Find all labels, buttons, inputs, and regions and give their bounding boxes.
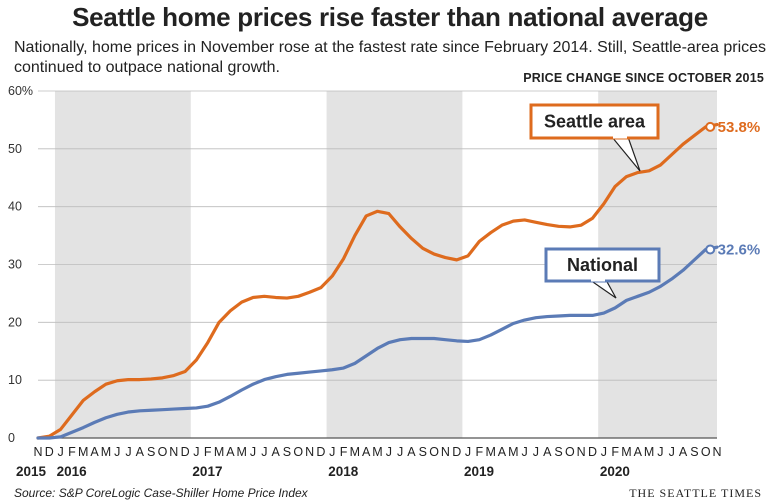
x-month-label: O [429, 445, 439, 459]
x-month-label: M [485, 445, 495, 459]
x-year-label: 2020 [600, 464, 630, 479]
x-year-label: 2016 [57, 464, 88, 479]
series-lines [36, 121, 719, 440]
y-tick-label: 0 [8, 431, 15, 445]
x-year-label: 2018 [328, 464, 359, 479]
x-month-label: A [543, 445, 552, 459]
x-month-label: J [657, 445, 663, 459]
x-month-label: J [125, 445, 131, 459]
x-month-label: A [136, 445, 145, 459]
x-month-label: N [712, 445, 721, 459]
callouts: Seattle area National [529, 103, 661, 299]
x-year-label: 2019 [464, 464, 494, 479]
x-month-label: N [33, 445, 42, 459]
end-marker-seattle [705, 121, 716, 132]
x-month-label: D [181, 445, 190, 459]
y-tick-label: 60% [8, 84, 33, 98]
end-marker-national [705, 244, 716, 255]
x-month-label: N [169, 445, 178, 459]
x-month-label: A [226, 445, 235, 459]
x-month-label: F [68, 445, 76, 459]
x-month-label: N [577, 445, 586, 459]
x-month-label: D [588, 445, 597, 459]
x-month-label: N [441, 445, 450, 459]
y-tick-label: 50 [8, 142, 22, 156]
x-month-label: F [340, 445, 348, 459]
x-month-label: A [679, 445, 688, 459]
x-month-label: M [78, 445, 88, 459]
x-month-label: F [476, 445, 484, 459]
y-tick-label: 20 [8, 315, 22, 329]
x-year-label: 2015 [16, 464, 47, 479]
x-month-label: O [293, 445, 303, 459]
x-month-label: M [372, 445, 382, 459]
chart-title: Seattle home prices rise faster than nat… [72, 2, 708, 32]
x-month-label: J [669, 445, 675, 459]
x-month-label: J [261, 445, 267, 459]
x-month-label: M [508, 445, 518, 459]
y-tick-label: 40 [8, 200, 22, 214]
source-note: Source: S&P CoreLogic Case-Shiller Home … [14, 486, 308, 500]
x-month-label: M [236, 445, 246, 459]
x-month-label: J [114, 445, 120, 459]
x-month-label: M [101, 445, 111, 459]
x-month-label: M [644, 445, 654, 459]
x-month-label: J [465, 445, 471, 459]
x-month-label: D [452, 445, 461, 459]
callout-box-seattle [529, 103, 660, 140]
callout-label-national: National [567, 255, 638, 275]
end-label-seattle: 53.8% [718, 119, 761, 136]
x-year-label: 2017 [192, 464, 222, 479]
x-month-label: A [407, 445, 416, 459]
x-month-label: F [204, 445, 212, 459]
end-label-national: 32.6% [718, 241, 761, 258]
x-month-label: S [147, 445, 155, 459]
x-month-label: A [90, 445, 99, 459]
publisher-credit: THE SEATTLE TIMES [629, 486, 762, 500]
x-month-label: A [362, 445, 371, 459]
x-month-label: M [350, 445, 360, 459]
x-month-label: J [250, 445, 256, 459]
x-month-label: J [533, 445, 539, 459]
x-month-label: S [554, 445, 562, 459]
x-month-label: J [58, 445, 64, 459]
x-month-label: J [329, 445, 335, 459]
x-month-label: F [611, 445, 619, 459]
x-month-label: O [158, 445, 168, 459]
x-month-label: S [283, 445, 291, 459]
x-month-label: A [271, 445, 280, 459]
end-labels: 53.8% 32.6% [718, 119, 761, 259]
x-month-label: A [634, 445, 643, 459]
x-month-label: J [386, 445, 392, 459]
unit-label: PRICE CHANGE SINCE OCTOBER 2015 [523, 71, 764, 85]
series-line-national [36, 245, 719, 440]
chart-subtitle: Nationally, home prices in November rose… [14, 39, 767, 76]
x-month-label: J [193, 445, 199, 459]
x-month-label: J [397, 445, 403, 459]
y-tick-label: 30 [8, 258, 22, 272]
x-month-label: J [521, 445, 527, 459]
x-month-label: M [214, 445, 224, 459]
x-month-label: O [565, 445, 575, 459]
y-tick-label: 10 [8, 373, 22, 387]
x-month-label: J [601, 445, 607, 459]
callout-label-seattle: Seattle area [544, 112, 646, 132]
x-month-label: M [621, 445, 631, 459]
x-month-label: D [45, 445, 54, 459]
x-month-label: A [498, 445, 507, 459]
x-month-label: S [690, 445, 698, 459]
x-month-label: O [701, 445, 711, 459]
series-line-seattle [36, 122, 719, 440]
x-month-label: D [316, 445, 325, 459]
x-month-label: S [419, 445, 427, 459]
x-month-label: N [305, 445, 314, 459]
